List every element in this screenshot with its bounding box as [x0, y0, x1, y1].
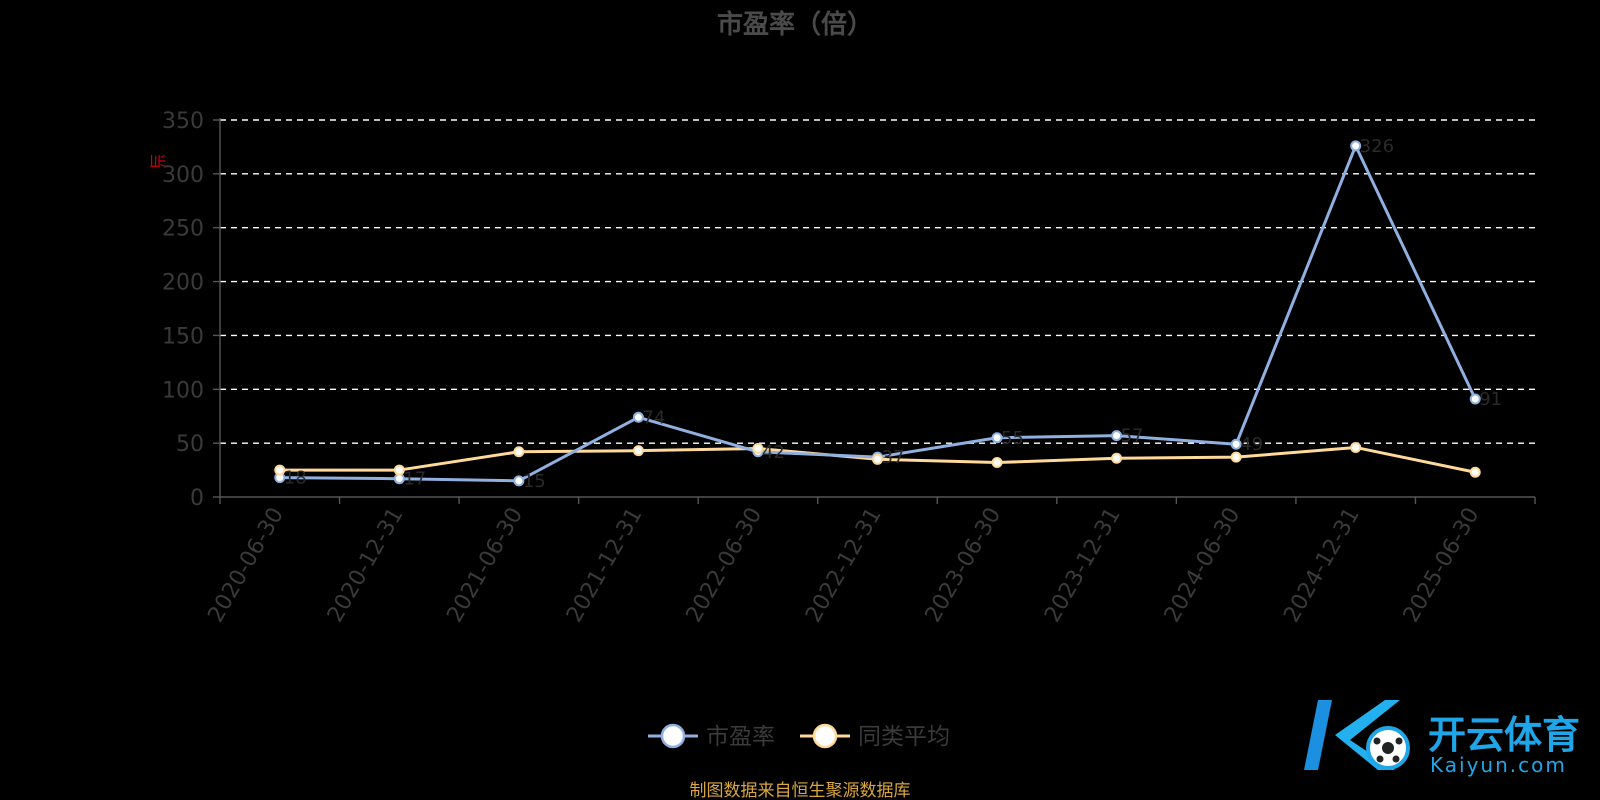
data-label: 55 — [1001, 428, 1024, 449]
brand-watermark: 开云体育 Kaiyun.com — [1304, 700, 1580, 777]
source-note: 制图数据来自恒生聚源数据库 — [690, 781, 911, 800]
data-point — [1350, 140, 1362, 152]
data-point — [1469, 393, 1481, 405]
data-label: 91 — [1479, 389, 1502, 410]
data-point — [632, 445, 644, 457]
x-tick-label: 2021-06-30 — [442, 504, 528, 627]
legend-label: 同类平均 — [858, 724, 950, 750]
data-label: 17 — [403, 469, 426, 490]
y-tick-label: 100 — [162, 378, 204, 403]
legend: 市盈率 同类平均 — [648, 723, 950, 750]
brand-name: 开云体育 — [1428, 713, 1580, 757]
x-tick-label: 2024-06-30 — [1160, 504, 1246, 627]
grid-lines — [220, 119, 1535, 444]
y-tick-label: 200 — [162, 271, 204, 296]
y-tick-label: 150 — [162, 324, 204, 349]
data-point — [991, 432, 1003, 444]
x-tick-label: 2023-12-31 — [1040, 504, 1126, 627]
data-point — [632, 411, 644, 423]
x-tick-label: 2025-06-30 — [1399, 504, 1485, 627]
data-point — [991, 457, 1003, 469]
data-point — [1230, 451, 1242, 463]
data-point — [1111, 452, 1123, 464]
data-label: 18 — [284, 468, 307, 489]
data-point — [1469, 466, 1481, 478]
axes — [213, 118, 1536, 504]
x-tick-label: 2020-12-31 — [323, 504, 409, 627]
data-label: 37 — [882, 447, 905, 468]
legend-label: 市盈率 — [706, 724, 775, 750]
data-label: 15 — [523, 471, 546, 492]
data-point — [513, 446, 525, 458]
y-tick-label: 250 — [162, 217, 204, 242]
x-tick-label: 2021-12-31 — [562, 504, 648, 627]
data-point — [1111, 430, 1123, 442]
x-tick-label: 2022-06-30 — [682, 504, 768, 627]
legend-marker — [812, 723, 838, 749]
series-line — [279, 144, 1477, 483]
y-tick-label: 300 — [162, 163, 204, 188]
data-point — [872, 453, 883, 465]
x-tick-label: 2022-12-31 — [801, 504, 887, 627]
x-tick-label: 2024-12-31 — [1279, 504, 1365, 627]
data-point — [1230, 438, 1242, 450]
brand-logo-icon — [1304, 700, 1410, 770]
data-point — [513, 475, 525, 487]
data-point — [1350, 441, 1362, 453]
x-tick-label: 2023-06-30 — [921, 503, 1007, 626]
y-axis-label-mark: 当 — [148, 153, 167, 169]
x-tick-label: 2020-06-30 — [203, 504, 289, 627]
y-tick-label: 50 — [176, 432, 204, 457]
data-label: 42 — [762, 442, 785, 463]
x-axis-ticks: 2020-06-30 2020-12-31 2021-06-30 2021-12-31… — [203, 503, 1484, 626]
data-label: 74 — [642, 407, 665, 428]
y-axis-ticks: 0 50 100 150 200 250 300 350 — [162, 109, 204, 511]
data-point — [274, 464, 286, 476]
y-tick-label: 350 — [162, 109, 204, 134]
data-point — [752, 443, 764, 455]
data-label: 57 — [1121, 426, 1144, 447]
series-lines: 18 17 15 74 42 37 55 57 49 326 91 — [274, 136, 1502, 492]
data-point — [393, 464, 405, 476]
legend-marker — [660, 723, 686, 749]
chart-title: 市盈率（倍） — [717, 9, 873, 40]
data-label: 326 — [1360, 136, 1394, 157]
y-tick-label: 0 — [190, 486, 204, 511]
brand-url: Kaiyun.com — [1430, 753, 1567, 777]
data-label: 49 — [1240, 434, 1263, 455]
